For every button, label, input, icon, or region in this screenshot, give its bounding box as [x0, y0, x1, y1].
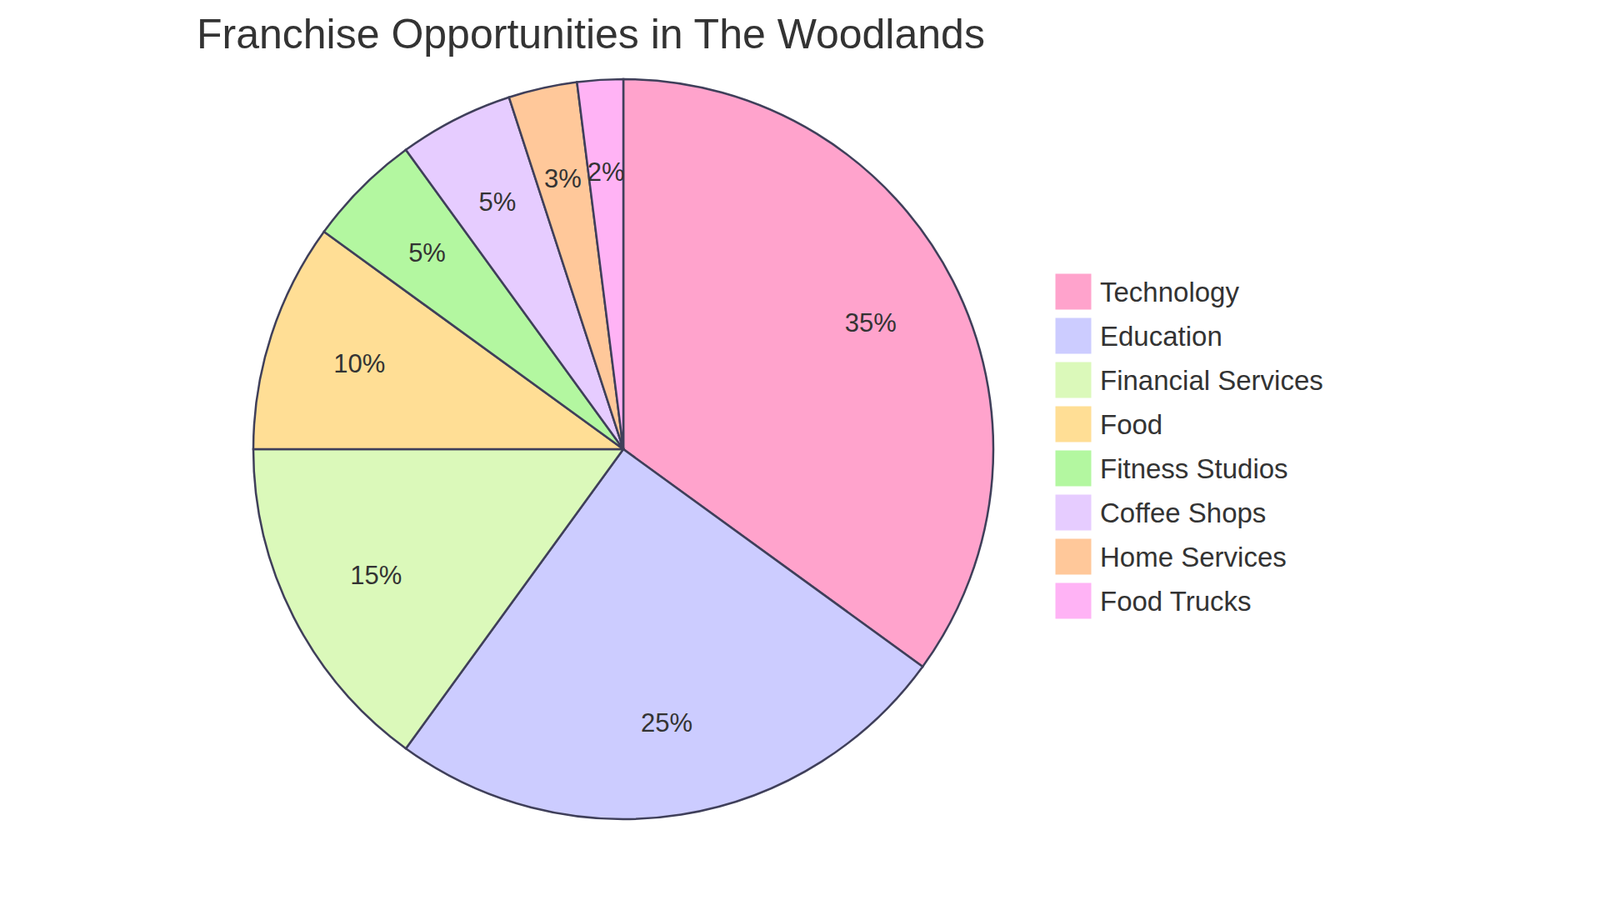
- data-label: 5%: [408, 238, 446, 268]
- data-label: 15%: [350, 560, 402, 590]
- title: Franchise Opportunities in The Woodlands: [196, 10, 985, 58]
- legend-swatch: [1055, 405, 1092, 443]
- legend-label: Financial Services: [1100, 365, 1324, 396]
- legend-swatch: [1055, 494, 1092, 531]
- slice: [576, 79, 624, 450]
- legend: Technology Education Financial Services Foo…: [1055, 273, 1324, 620]
- legend-swatch: [1055, 582, 1092, 620]
- legend-label: Technology: [1100, 276, 1240, 308]
- legend-swatch: [1055, 317, 1092, 355]
- legend-swatch: [1055, 450, 1092, 487]
- legend-swatch: [1055, 361, 1092, 399]
- legend-swatch: [1055, 538, 1092, 575]
- legend-label: Education: [1100, 320, 1223, 352]
- slice: [253, 449, 624, 749]
- data-label: 35%: [845, 308, 897, 338]
- data-label: 2%: [587, 157, 625, 187]
- data-label: 10%: [333, 349, 385, 379]
- legend-label: Food Trucks: [1100, 585, 1252, 617]
- legend-label: Fitness Studios: [1100, 453, 1289, 485]
- legend-label: Food: [1100, 409, 1163, 440]
- slices: [253, 79, 994, 820]
- legend-label: Home Services: [1100, 541, 1287, 573]
- data-label: 5%: [478, 187, 516, 217]
- legend-swatch: [1055, 273, 1092, 310]
- chart: Franchise Opportunities in The Woodlands…: [0, 0, 1600, 900]
- legend-label: Coffee Shops: [1100, 497, 1266, 529]
- data-label: 25%: [640, 708, 693, 738]
- data-labels: 35% 25% 15% 10% 5% 5% 3%2%: [333, 157, 896, 738]
- data-label: 3%: [544, 164, 582, 194]
